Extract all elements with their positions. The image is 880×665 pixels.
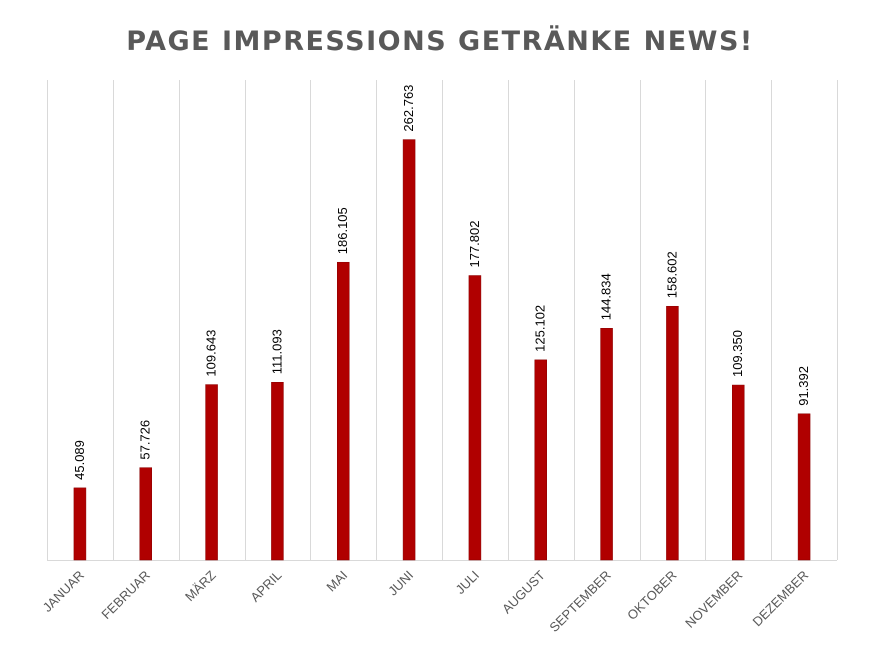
data-label: 109.350 [730, 330, 745, 377]
bar-august [534, 359, 547, 561]
bar-oktober [666, 305, 679, 561]
x-tick-label: AUGUST [499, 567, 548, 616]
data-label: 91.392 [796, 366, 811, 406]
x-tick-label: MÄRZ [182, 567, 219, 604]
bars [73, 139, 811, 561]
grid-lines [47, 80, 838, 561]
x-tick-label: DEZEMBER [750, 568, 812, 630]
x-tick-label: JANUAR [40, 568, 87, 615]
x-tick-label: JULI [453, 568, 483, 598]
x-tick-label: SEPTEMBER [546, 568, 613, 635]
bar-märz [205, 384, 218, 561]
x-tick-label: JUNI [385, 568, 416, 599]
chart-title: PAGE IMPRESSIONS GETRÄNKE NEWS! [126, 26, 754, 57]
x-tick-label: NOVEMBER [682, 568, 745, 631]
x-tick-label: APRIL [247, 568, 284, 605]
data-label: 125.102 [533, 305, 548, 352]
x-axis-tick-labels: JANUAR FEBRUAR MÄRZ APRIL MAI JUNI JULI AUGUSTS… [40, 567, 812, 634]
data-label: 111.093 [269, 329, 284, 374]
x-tick-label: FEBRUAR [98, 568, 153, 623]
bar-november [732, 384, 745, 561]
data-label: 186.105 [335, 207, 350, 254]
bar-april [271, 382, 284, 561]
x-tick-label: OKTOBER [624, 568, 679, 623]
data-label: 262.763 [401, 85, 416, 132]
x-tick-label: MAI [323, 568, 350, 595]
bar-februar [139, 467, 152, 561]
data-label: 177.802 [467, 221, 482, 268]
data-label: 158.602 [664, 251, 679, 298]
data-labels: 45.089 57.726 109.643 111.093 186.105 262.763… [72, 85, 811, 480]
bar-juli [468, 275, 482, 561]
bar-dezember [797, 413, 811, 561]
data-label: 144.834 [599, 273, 614, 320]
bar-januar [73, 487, 87, 561]
bar-juni [402, 139, 416, 561]
data-label: 45.089 [72, 440, 87, 480]
data-label: 109.643 [204, 330, 219, 377]
data-label: 57.726 [138, 420, 153, 460]
bar-mai [337, 261, 350, 561]
bar-september [600, 328, 613, 561]
